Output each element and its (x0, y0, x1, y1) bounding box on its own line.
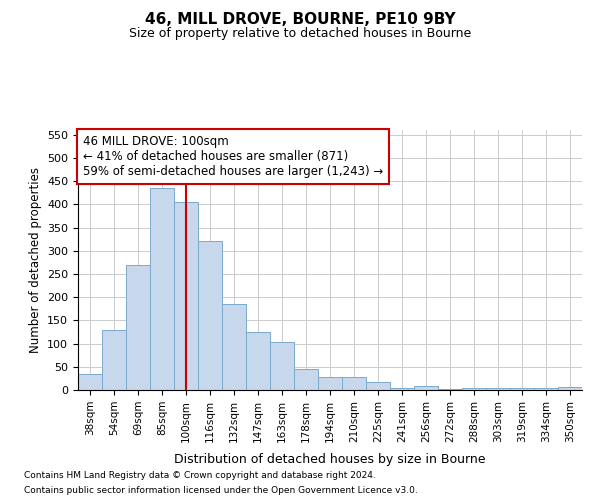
Bar (246, 332, 270, 390)
Text: 46, MILL DROVE, BOURNE, PE10 9BY: 46, MILL DROVE, BOURNE, PE10 9BY (145, 12, 455, 28)
Text: 46 MILL DROVE: 100sqm
← 41% of detached houses are smaller (871)
59% of semi-det: 46 MILL DROVE: 100sqm ← 41% of detached … (83, 135, 383, 178)
Bar (78, 374, 102, 390)
Bar (174, 202, 198, 390)
X-axis label: Distribution of detached houses by size in Bourne: Distribution of detached houses by size … (174, 453, 486, 466)
Bar (294, 369, 318, 390)
Text: Size of property relative to detached houses in Bourne: Size of property relative to detached ho… (129, 28, 471, 40)
Bar (486, 388, 510, 390)
Bar (222, 304, 246, 390)
Y-axis label: Number of detached properties: Number of detached properties (29, 167, 41, 353)
Text: Contains HM Land Registry data © Crown copyright and database right 2024.: Contains HM Land Registry data © Crown c… (24, 471, 376, 480)
Bar (414, 386, 438, 390)
Text: Contains public sector information licensed under the Open Government Licence v3: Contains public sector information licen… (24, 486, 418, 495)
Bar (150, 188, 174, 390)
Bar (438, 388, 462, 390)
Bar (510, 388, 534, 390)
Bar (318, 377, 342, 390)
Bar (198, 242, 222, 390)
Bar (366, 382, 390, 390)
Bar (462, 388, 486, 390)
Bar (390, 388, 414, 390)
Bar (270, 342, 294, 390)
Bar (534, 388, 558, 390)
Bar (342, 377, 366, 390)
Bar (126, 264, 150, 390)
Bar (102, 330, 126, 390)
Bar (558, 387, 582, 390)
